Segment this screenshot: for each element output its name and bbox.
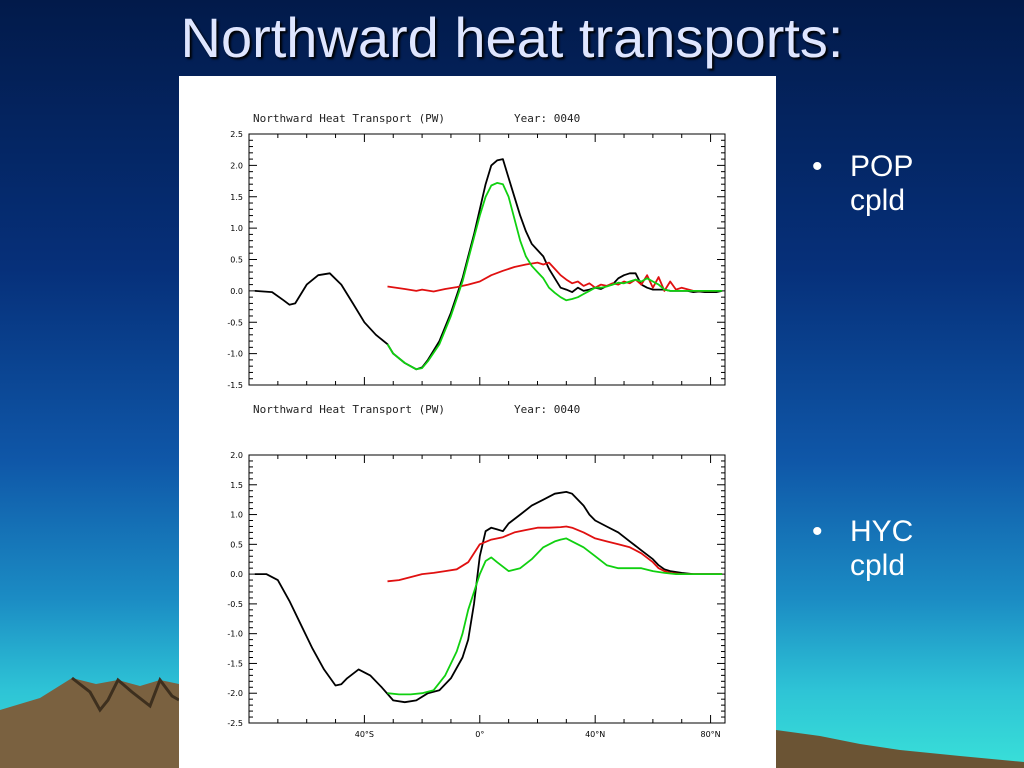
top-chart-title: Northward Heat Transport (PW) <box>253 112 445 125</box>
top-series-black-line <box>254 158 723 371</box>
bottom-ytick-label: -1.5 <box>227 659 243 668</box>
bottom-plot-frame <box>248 454 726 724</box>
top-ytick-label: -1.5 <box>227 381 243 390</box>
bottom-ytick-label: -2.5 <box>227 719 243 728</box>
bottom-ytick-label: 1.0 <box>230 511 243 520</box>
top-ytick-label: 2.5 <box>230 130 243 139</box>
top-ytick-label: 0.0 <box>230 287 243 296</box>
bottom-chart-subtitle: Year: 0040 <box>514 403 580 416</box>
bottom-ytick-label: -1.0 <box>227 630 243 639</box>
bottom-ytick-label: 0.5 <box>230 540 243 549</box>
top-ytick-label: -0.5 <box>227 318 243 327</box>
bottom-ytick-label: -0.5 <box>227 600 243 609</box>
bottom-xtick-label: 80°N <box>700 730 720 739</box>
top-ytick-label: -1.0 <box>227 350 243 359</box>
top-ytick-label: 1.0 <box>230 224 243 233</box>
bullet-dot: • <box>812 515 823 548</box>
bottom-series-green-line <box>387 537 723 696</box>
bullet-line1: POP <box>850 150 914 183</box>
bottom-series-black-line <box>254 490 723 704</box>
bottom-xtick-label: 40°S <box>355 730 374 739</box>
bullet-line2: cpld <box>850 549 906 582</box>
bottom-xtick-label: 40°N <box>585 730 605 739</box>
top-plot-frame <box>248 133 726 386</box>
bottom-ytick-label: 0.0 <box>230 570 243 579</box>
top-ytick-label: 2.0 <box>230 161 243 170</box>
bottom-series-red-line <box>387 525 723 583</box>
bullet-text: POP cpld <box>850 150 913 218</box>
heat-transport-figure: Northward Heat Transport (PW) Year: 0040 -… <box>179 76 776 768</box>
bullet-dot: • <box>812 150 823 183</box>
top-series-green-line <box>386 182 723 371</box>
top-series-red-line <box>387 261 717 293</box>
top-chart-subtitle: Year: 0040 <box>514 112 580 125</box>
bottom-ytick-label: -2.0 <box>227 689 243 698</box>
bottom-ytick-label: 1.5 <box>230 481 243 490</box>
bullet-line1: HYC <box>850 515 914 548</box>
slide-title: Northward heat transports: <box>180 6 844 69</box>
bullet-line2: cpld <box>850 184 906 217</box>
top-ytick-label: 1.5 <box>230 193 243 202</box>
bottom-chart-title: Northward Heat Transport (PW) <box>253 403 445 416</box>
charts-svg: Northward Heat Transport (PW) Year: 0040 -… <box>227 112 726 739</box>
bullet-text: HYC cpld <box>850 515 913 583</box>
bottom-xtick-label: 0° <box>475 730 484 739</box>
bottom-ytick-label: 2.0 <box>230 451 243 460</box>
top-ytick-label: 0.5 <box>230 256 243 265</box>
mountain-landscape <box>0 676 1024 768</box>
